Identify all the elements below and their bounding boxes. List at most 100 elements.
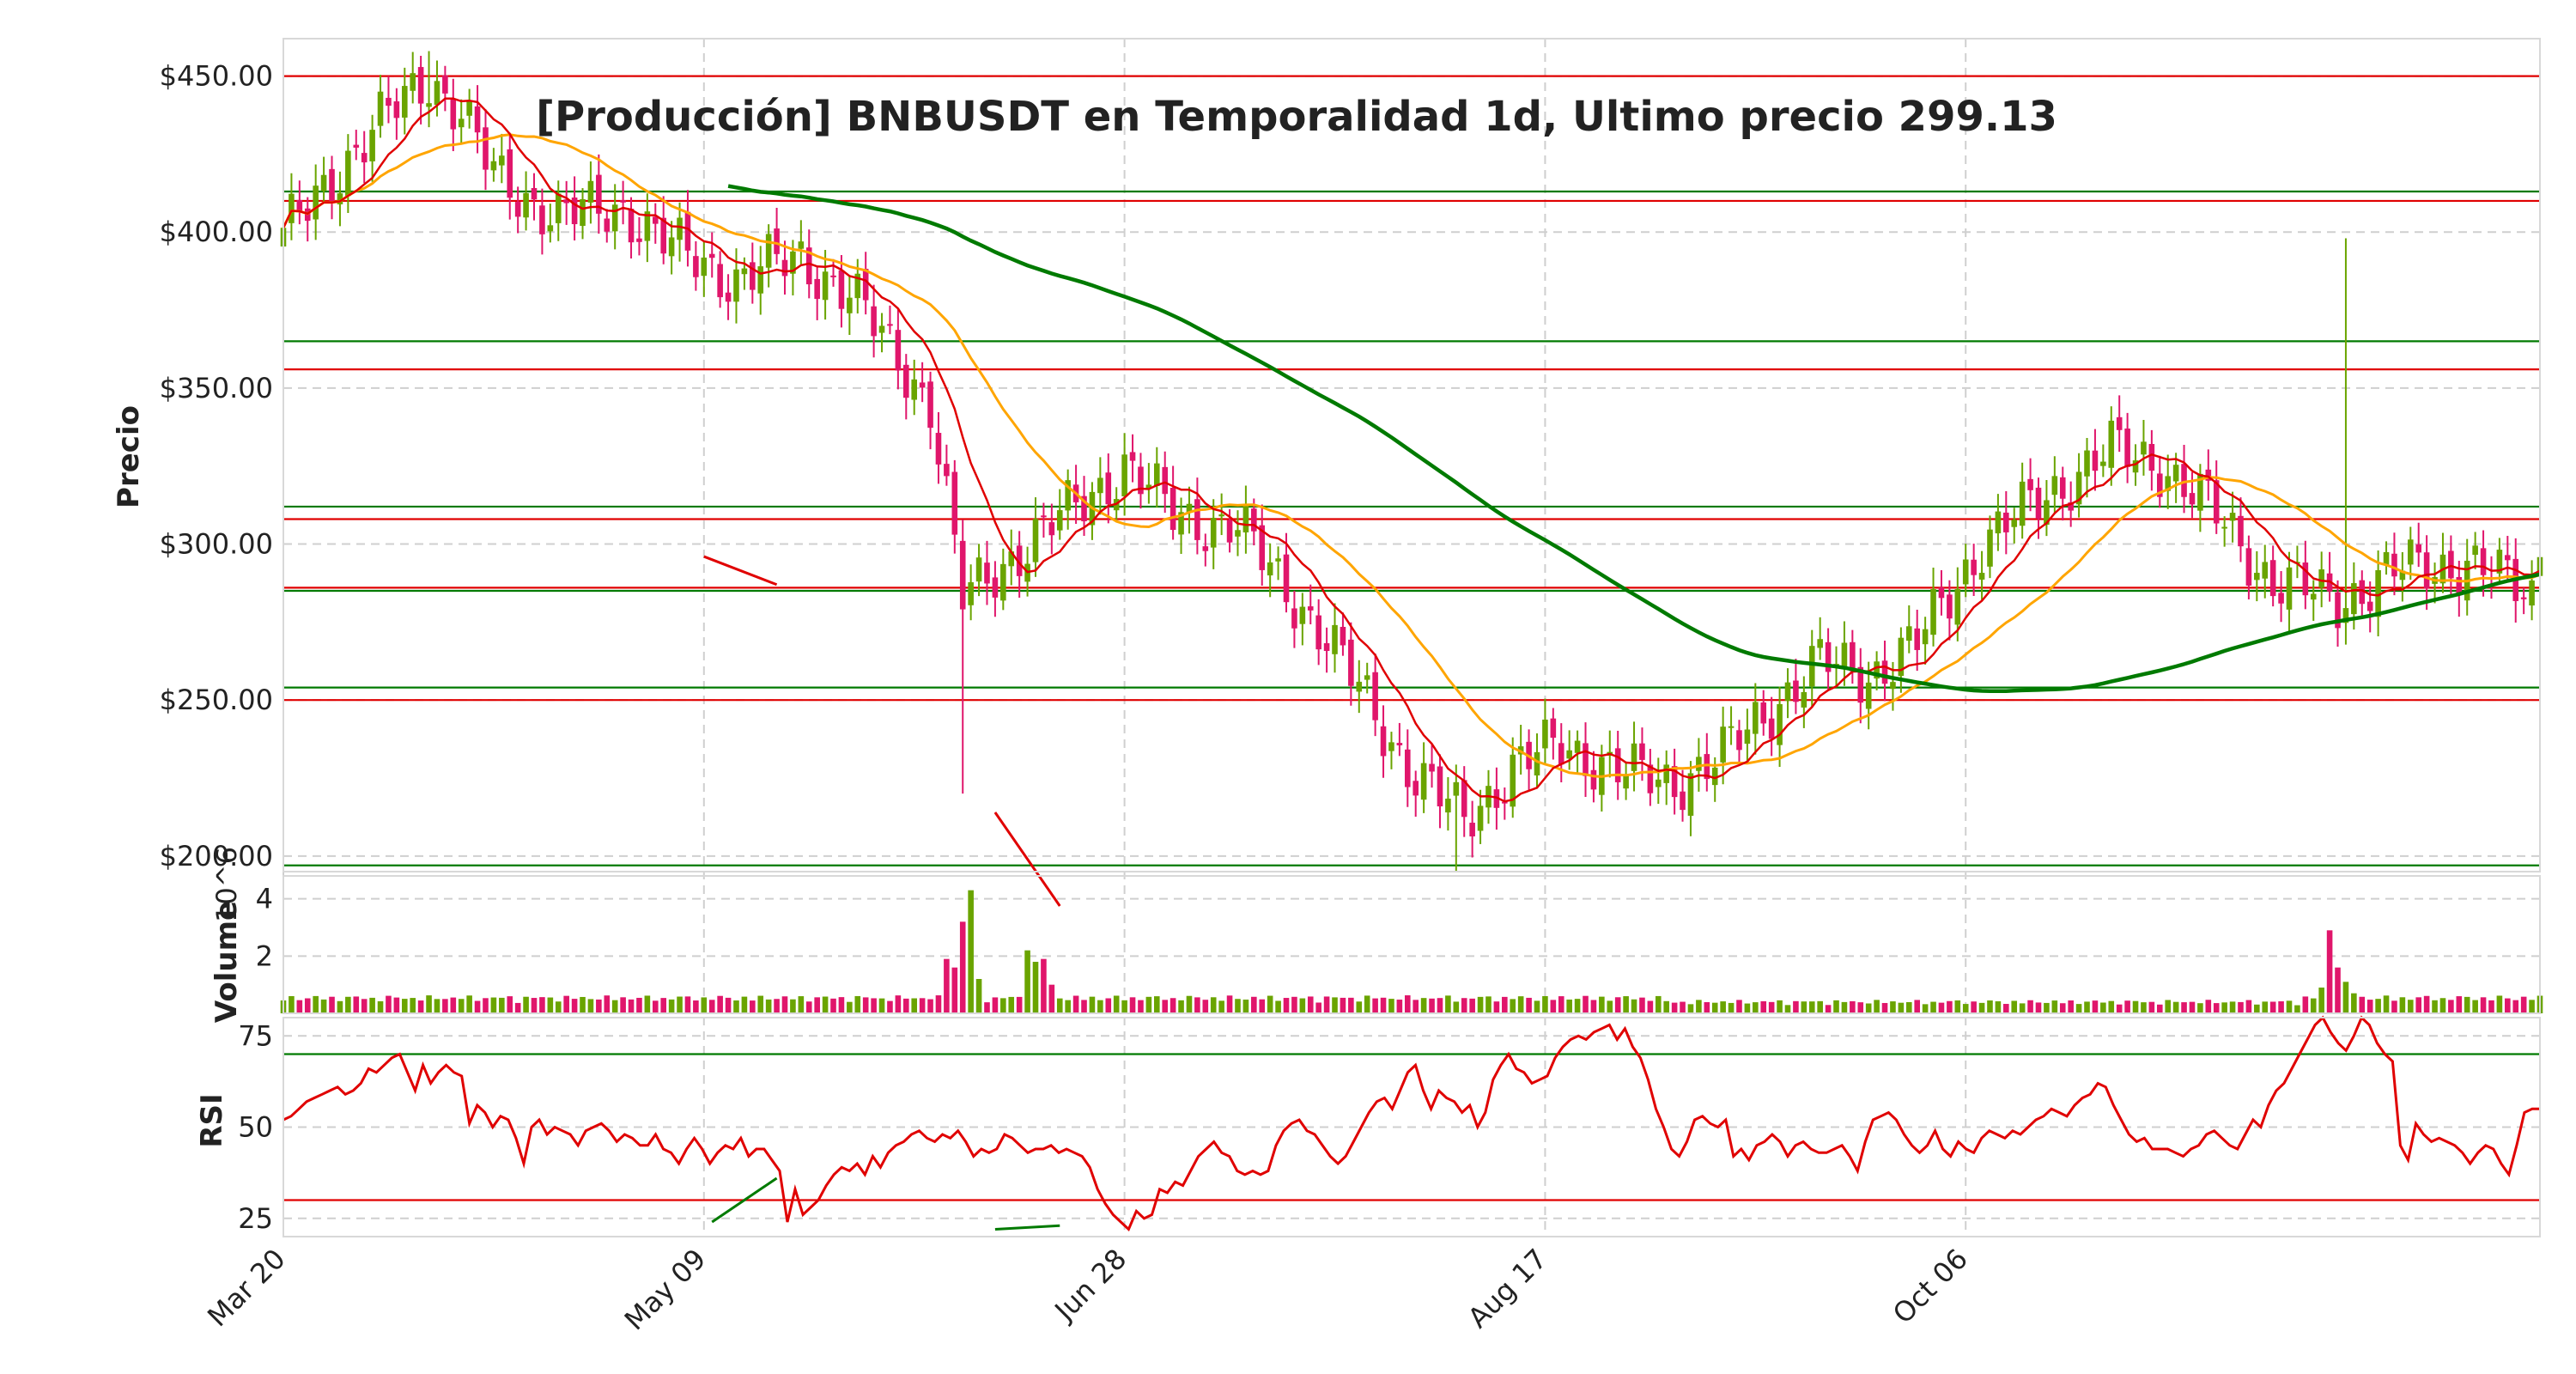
volume-bar (1534, 1000, 1540, 1013)
volume-bar (887, 1000, 893, 1013)
volume-bar (790, 999, 796, 1013)
volume-bar (417, 1000, 424, 1013)
candle-body (1129, 452, 1136, 461)
candle-body (2318, 569, 2324, 588)
volume-bar (1680, 1001, 1686, 1013)
candle-body (1283, 554, 1290, 603)
candle-body (2254, 573, 2260, 581)
candle-body (951, 471, 958, 535)
volume-bar (426, 995, 432, 1013)
candle-body (1631, 743, 1637, 771)
candle-body (401, 86, 408, 118)
volume-bar (2278, 1001, 2284, 1013)
volume-bar (1639, 997, 1645, 1013)
volume-bar (401, 999, 408, 1013)
candle-body (1388, 742, 1394, 751)
volume-bar (2318, 988, 2324, 1013)
support-resistance-lines (283, 75, 2540, 866)
volume-bar (2092, 1000, 2099, 1013)
volume-bar (2269, 1001, 2276, 1013)
candle-body (1971, 559, 1977, 575)
volume-bar (750, 1000, 756, 1013)
volume-bar (951, 967, 958, 1013)
rsi-axis-title: RSI (195, 1093, 229, 1147)
volume-bar (774, 999, 780, 1013)
price-tick-label: $300.00 (160, 528, 273, 561)
volume-bar (2059, 1003, 2066, 1013)
volume-bar (2375, 999, 2381, 1013)
volume-bar (1089, 996, 1096, 1013)
volume-panel-frame (283, 875, 2541, 1014)
volume-bar (2165, 1000, 2172, 1013)
candle-body (1566, 750, 1572, 759)
volume-bar (911, 998, 918, 1013)
volume-bar (798, 996, 805, 1013)
volume-bar (1777, 1000, 1783, 1013)
volume-bar (1938, 1002, 1945, 1013)
candle-body (1753, 702, 1759, 734)
candle-body (1178, 512, 1184, 535)
volume-bar (805, 1001, 812, 1013)
volume-bar (1056, 998, 1063, 1013)
volume-bar (1583, 995, 1589, 1013)
candle-body (417, 67, 424, 104)
volume-bar (442, 999, 448, 1013)
volume-bar (531, 998, 538, 1013)
volume-bar (919, 998, 926, 1013)
candle-body (490, 161, 497, 171)
volume-bar (652, 1000, 659, 1013)
volume-bar (2156, 1004, 2163, 1013)
volume-bar (1614, 997, 1621, 1013)
volume-bar (2520, 996, 2527, 1013)
candle-body (1542, 719, 1548, 749)
volume-bar (337, 1000, 343, 1013)
candle-body (337, 193, 343, 204)
volume-bar (458, 999, 465, 1013)
candle-body (878, 325, 885, 333)
ma-mid-line (282, 133, 2541, 778)
volume-bar (2342, 982, 2349, 1013)
volume-bar (345, 996, 351, 1013)
volume-bar (2027, 1000, 2033, 1013)
volume-bar (2148, 1001, 2155, 1013)
volume-bar (2238, 1001, 2244, 1013)
ma-long-line (727, 184, 2541, 694)
volume-bar (636, 997, 642, 1013)
volume-bar (1170, 998, 1176, 1013)
candle-body (1145, 484, 1152, 489)
volume-bar (1283, 998, 1290, 1013)
candle-body (636, 238, 642, 242)
volume-bar (2205, 1000, 2212, 1013)
volume-bar (968, 890, 974, 1013)
price-trendline (703, 555, 778, 587)
candle-body (1332, 624, 1338, 654)
candle-body (1962, 559, 1969, 585)
volume-bar (2359, 996, 2366, 1013)
candle-body (547, 225, 554, 232)
candle-body (750, 262, 756, 290)
candle-body (984, 562, 990, 584)
candle-body (1850, 641, 1856, 672)
volume-bar (353, 996, 360, 1013)
volume-bar (2011, 1000, 2018, 1013)
volume-bar (1226, 995, 1233, 1013)
candle-body (539, 205, 545, 234)
volume-bar (2141, 1002, 2147, 1013)
candle-body (1404, 749, 1411, 787)
volume-bar (1526, 997, 1532, 1013)
candle-body (499, 155, 505, 166)
volume-bar (677, 996, 683, 1013)
volume-bar (1687, 1004, 1694, 1013)
volume-bar (2229, 1001, 2236, 1013)
candle-body (1251, 508, 1257, 532)
volume-bar (765, 999, 772, 1013)
volume-bar (2505, 998, 2511, 1013)
volume-bar (1890, 1001, 1896, 1013)
candle-body (426, 103, 432, 107)
volume-bar (2512, 1000, 2519, 1013)
volume-bar (1072, 995, 1079, 1013)
candle-body (2245, 548, 2252, 586)
candle-body (1348, 639, 1354, 686)
volume-bar (329, 996, 335, 1013)
volume-bar (1502, 996, 1508, 1013)
